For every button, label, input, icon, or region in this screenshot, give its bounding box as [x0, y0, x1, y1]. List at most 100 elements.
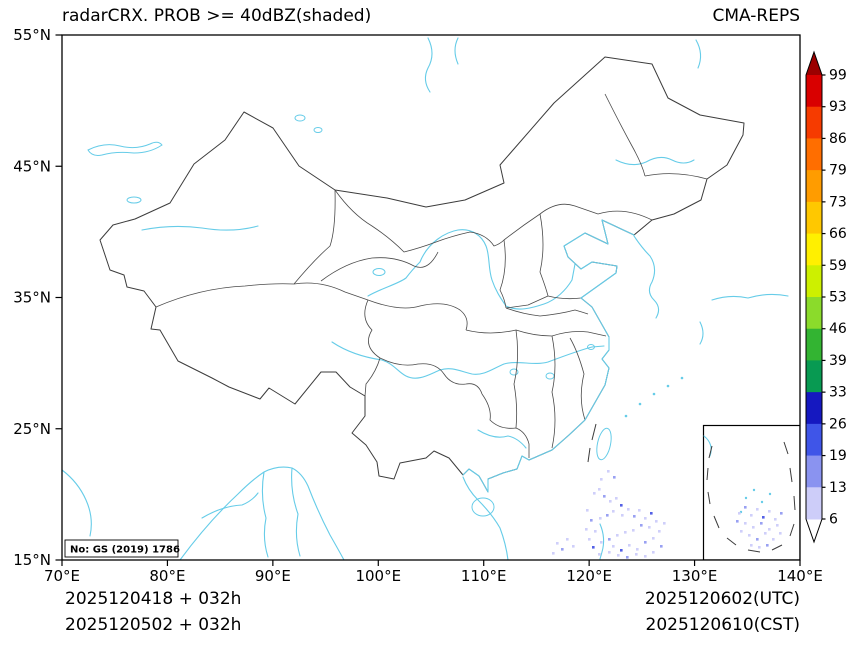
- prob-speckle: [652, 537, 655, 540]
- colorbar-tick-label: 93: [829, 99, 847, 115]
- colorbar-band: [806, 170, 822, 203]
- valid-time-utc: 2025120602(UTC): [645, 589, 800, 609]
- prob-speckle: [644, 517, 647, 520]
- prob-speckle: [766, 544, 769, 547]
- prob-speckle: [609, 500, 612, 503]
- note-box: [64, 539, 179, 558]
- colorbar-tick-label: 59: [829, 258, 847, 274]
- colorbar-tick-label: 79: [829, 163, 847, 179]
- prob-speckle: [655, 520, 658, 523]
- colorbar-over-arrow: [806, 52, 822, 75]
- prob-speckle: [738, 512, 741, 515]
- prob-speckle: [636, 548, 639, 551]
- colorbar-tick-label: 46: [829, 321, 847, 337]
- lake-small: [313, 127, 323, 133]
- xinjiang-east-boundary: [293, 189, 336, 285]
- prob-speckle: [599, 517, 602, 520]
- x-tick-label: 90°E: [255, 567, 291, 585]
- map-license-note: No: GS (2019) 1786: [64, 539, 180, 558]
- colorbar-tick-label: 6: [829, 512, 838, 528]
- colorbar-band: [806, 360, 822, 393]
- prob-speckle: [772, 538, 775, 541]
- qinghai-gansu-boundary: [320, 251, 439, 282]
- colorbar-tick-label: 66: [829, 226, 847, 242]
- prob-speckle: [566, 538, 569, 541]
- prob-speckle: [598, 488, 601, 491]
- yunnan-guizhou-boundary: [379, 357, 483, 395]
- prob-speckle: [600, 541, 603, 544]
- colorbar-tick-label: 13: [829, 480, 847, 496]
- heilongjiang-jilin-boundary: [644, 173, 708, 180]
- prob-speckle: [590, 519, 593, 522]
- prob-speckle: [780, 512, 783, 515]
- prob-speckle: [624, 531, 627, 534]
- hunan-west-boundary: [513, 329, 518, 429]
- lake-dongting: [509, 368, 519, 376]
- prob-speckle: [750, 544, 753, 547]
- prob-speckle: [774, 518, 777, 521]
- island-dot: [652, 392, 656, 396]
- prob-speckle: [762, 516, 765, 519]
- siberia-river-3: [695, 39, 702, 69]
- colorbar-band: [806, 265, 822, 298]
- greater-khingan-boundary: [604, 93, 646, 177]
- prob-speckle: [594, 530, 597, 533]
- prob-speckle: [635, 553, 638, 556]
- island-dot: [768, 492, 772, 496]
- note-text: No: GS (2019) 1786: [70, 545, 180, 556]
- colorbar-tick-label: 33: [829, 385, 847, 401]
- prob-speckle: [663, 522, 666, 525]
- prob-speckle: [736, 520, 739, 523]
- prob-speckle: [632, 529, 635, 532]
- maritime-boundary-dashes: [587, 423, 597, 463]
- colorbar-band: [806, 423, 822, 457]
- x-tick-label: 70°E: [44, 567, 80, 585]
- prob-speckle: [756, 508, 759, 511]
- prob-speckle: [615, 497, 618, 500]
- prob-speckle: [612, 545, 615, 548]
- island-dot: [624, 414, 628, 418]
- guangxi-guangdong-boundary: [481, 393, 530, 458]
- south-china-sea-inset: [702, 424, 800, 560]
- colorbar-band: [806, 487, 822, 520]
- shanxi-south-boundary: [505, 295, 549, 309]
- hydrography-layer: [62, 37, 789, 560]
- province-boundaries: [155, 93, 708, 458]
- colorbar-band: [806, 201, 822, 235]
- sichuan-north-boundary: [367, 299, 468, 331]
- prob-speckle: [648, 526, 651, 529]
- japan-kyushu-coast: [699, 321, 704, 345]
- colorbar-band: [806, 75, 822, 108]
- korea-coastline: [633, 235, 660, 319]
- prob-speckle: [750, 514, 753, 517]
- lake-uvs: [294, 114, 306, 122]
- shandong-west-boundary: [547, 295, 582, 300]
- prob-speckle: [658, 530, 661, 533]
- prob-speckle: [608, 538, 611, 541]
- island-dot: [752, 488, 756, 492]
- island-dot: [760, 500, 764, 504]
- map-background: [62, 35, 800, 560]
- yellow-river: [367, 229, 576, 310]
- colorbar-band: [806, 138, 822, 171]
- colorbar-under-arrow: [806, 519, 822, 542]
- prob-speckle: [588, 538, 591, 541]
- colorbar-tick-label: 86: [829, 131, 847, 147]
- prob-speckle: [620, 504, 623, 507]
- prob-speckle: [756, 538, 759, 541]
- nine-dash-line: [706, 441, 796, 553]
- prob-speckle: [660, 545, 663, 548]
- island-dot: [666, 384, 670, 388]
- figure-title: radarCRX. PROB >= 40dBZ(shaded): [62, 6, 371, 26]
- prob-speckle: [638, 509, 641, 512]
- prob-speckle: [606, 514, 609, 517]
- prob-speckle: [607, 470, 610, 473]
- inset-vietnam-coast: [703, 435, 712, 457]
- prob-speckle: [626, 556, 629, 559]
- tibet-east-boundary: [364, 299, 381, 397]
- prob-speckle: [764, 532, 767, 535]
- valid-time-cst: 2025120610(CST): [646, 615, 800, 635]
- prob-speckle: [760, 522, 763, 525]
- colorbar-band: [806, 455, 822, 488]
- prob-speckle: [650, 512, 653, 515]
